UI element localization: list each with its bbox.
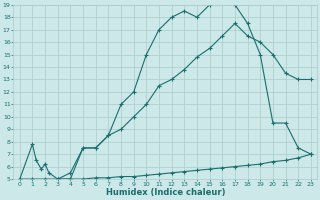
X-axis label: Humidex (Indice chaleur): Humidex (Indice chaleur) [106, 188, 225, 197]
